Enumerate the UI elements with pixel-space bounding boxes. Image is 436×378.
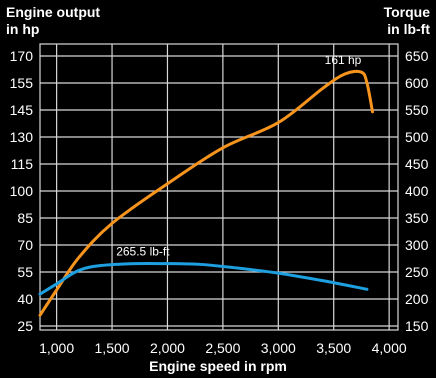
left-axis-ticks: 25 40 55 70 85 100 115 130 145 155 170 [10, 48, 34, 334]
right-tick-label: 350 [405, 210, 429, 226]
left-tick-label: 85 [17, 210, 33, 226]
annotations: 161 hp 265.5 lb-ft [116, 53, 361, 258]
right-axis-title: Torque in lb-ft [384, 4, 430, 38]
engine-output-line [38, 69, 375, 317]
left-tick-label: 155 [10, 75, 34, 91]
left-tick-label: 40 [17, 291, 33, 307]
left-tick-label: 55 [17, 264, 33, 280]
right-tick-label: 500 [405, 129, 429, 145]
right-tick-label: 200 [405, 291, 429, 307]
left-tick-label: 145 [10, 102, 34, 118]
peak-output-label: 161 hp [325, 53, 362, 67]
x-tick-label: 4,000 [372, 340, 407, 356]
x-axis-ticks: 1,000 1,500 2,000 2,500 3,000 3,500 4,000 [39, 340, 407, 356]
left-axis-title-line-1: Engine output [6, 4, 101, 20]
left-axis-title: Engine output in hp [6, 4, 100, 38]
x-tick-label: 1,500 [95, 340, 130, 356]
x-tick-label: 3,500 [316, 340, 351, 356]
x-tick-label: 1,000 [39, 340, 74, 356]
right-tick-label: 150 [405, 318, 429, 334]
left-tick-label: 170 [10, 48, 34, 64]
right-tick-label: 400 [405, 183, 429, 199]
series [38, 69, 375, 317]
grid [39, 43, 399, 331]
right-tick-label: 550 [405, 102, 429, 118]
left-axis-title-line-2: in hp [6, 21, 40, 37]
right-tick-label: 300 [405, 237, 429, 253]
left-tick-label: 130 [10, 129, 34, 145]
right-tick-label: 650 [405, 48, 429, 64]
left-tick-label: 100 [10, 183, 34, 199]
x-tick-label: 2,500 [205, 340, 240, 356]
left-tick-label: 115 [11, 156, 34, 172]
left-tick-label: 70 [17, 237, 33, 253]
torque-line [38, 261, 369, 296]
right-axis-title-line-2: in lb-ft [387, 21, 430, 37]
x-tick-label: 2,000 [150, 340, 185, 356]
x-axis-title: Engine speed in rpm [149, 358, 287, 374]
left-tick-label: 25 [17, 318, 33, 334]
x-tick-label: 3,000 [261, 340, 296, 356]
right-tick-label: 250 [405, 264, 429, 280]
right-axis-ticks: 150 200 250 300 350 400 450 500 550 600 650 [405, 48, 429, 334]
right-tick-label: 450 [405, 156, 429, 172]
right-tick-label: 600 [405, 75, 429, 91]
right-axis-title-line-1: Torque [383, 4, 430, 20]
plot-frame [39, 43, 399, 331]
peak-torque-label: 265.5 lb-ft [116, 245, 170, 259]
